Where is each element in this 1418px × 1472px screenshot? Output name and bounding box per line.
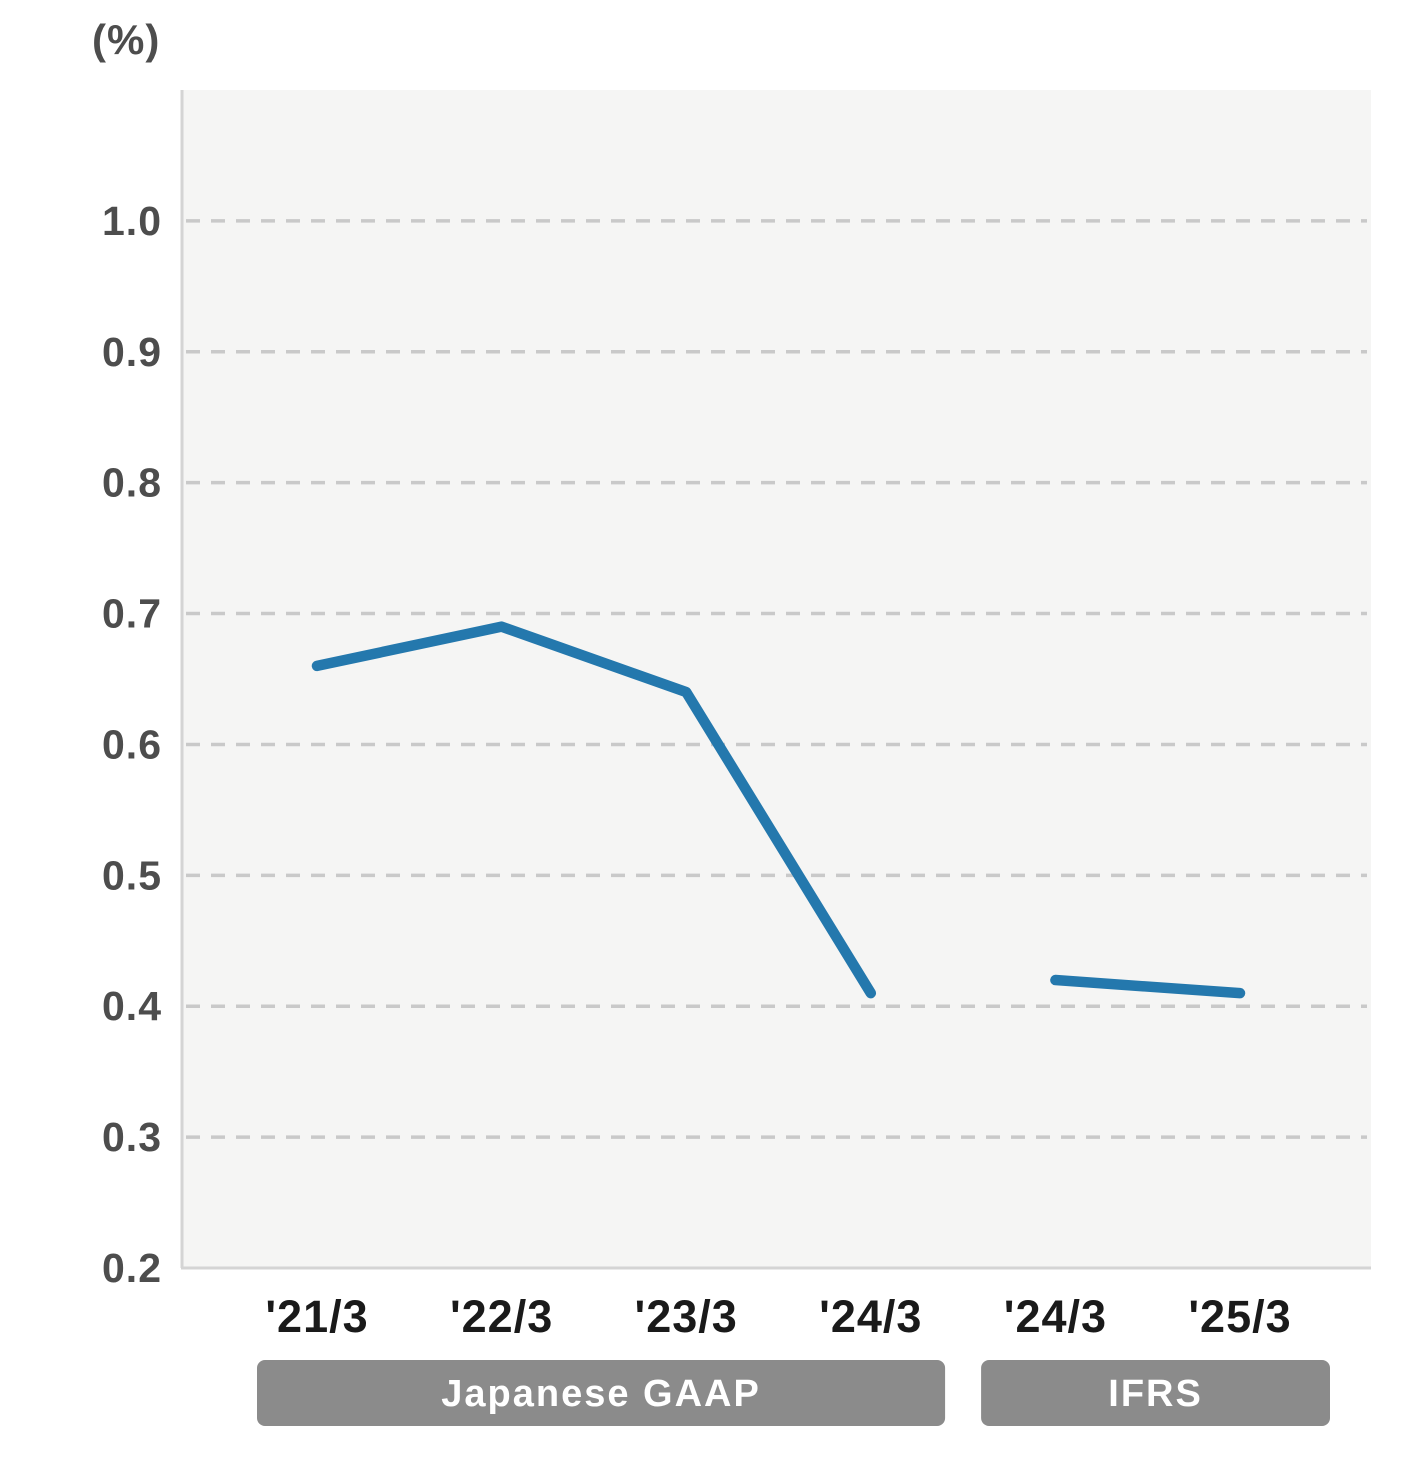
y-axis-tick-label: 0.6 xyxy=(102,721,162,767)
x-axis-tick-label: '22/3 xyxy=(450,1291,553,1342)
y-axis-tick-label: 0.8 xyxy=(102,460,162,506)
y-axis-tick-label: 1.0 xyxy=(102,198,162,244)
x-axis-tick-label: '24/3 xyxy=(819,1291,922,1342)
group-band-label-ifrs: IFRS xyxy=(1108,1373,1203,1415)
y-axis-tick-label: 0.9 xyxy=(102,329,162,375)
y-axis-tick-label: 0.5 xyxy=(102,852,162,898)
y-axis-tick-label: 0.3 xyxy=(102,1114,162,1160)
x-axis-tick-label: '23/3 xyxy=(635,1291,738,1342)
x-axis-tick-label: '25/3 xyxy=(1188,1291,1291,1342)
series-line-ifrs xyxy=(1050,974,1246,999)
y-axis-tick-label: 0.2 xyxy=(102,1245,162,1291)
group-band-label-japanese-gaap: Japanese GAAP xyxy=(441,1373,761,1415)
x-axis-tick-label: '21/3 xyxy=(265,1291,368,1342)
y-axis-unit-label: (%) xyxy=(92,16,161,63)
series-line-japanese-gaap xyxy=(311,621,877,999)
group-band-ifrs xyxy=(981,1360,1330,1426)
y-axis-tick-label: 0.4 xyxy=(102,983,162,1029)
group-band-japanese-gaap xyxy=(257,1360,946,1426)
y-axis-tick-label: 0.7 xyxy=(102,591,162,637)
x-axis-tick-label: '24/3 xyxy=(1004,1291,1107,1342)
plot-background xyxy=(182,90,1371,1268)
